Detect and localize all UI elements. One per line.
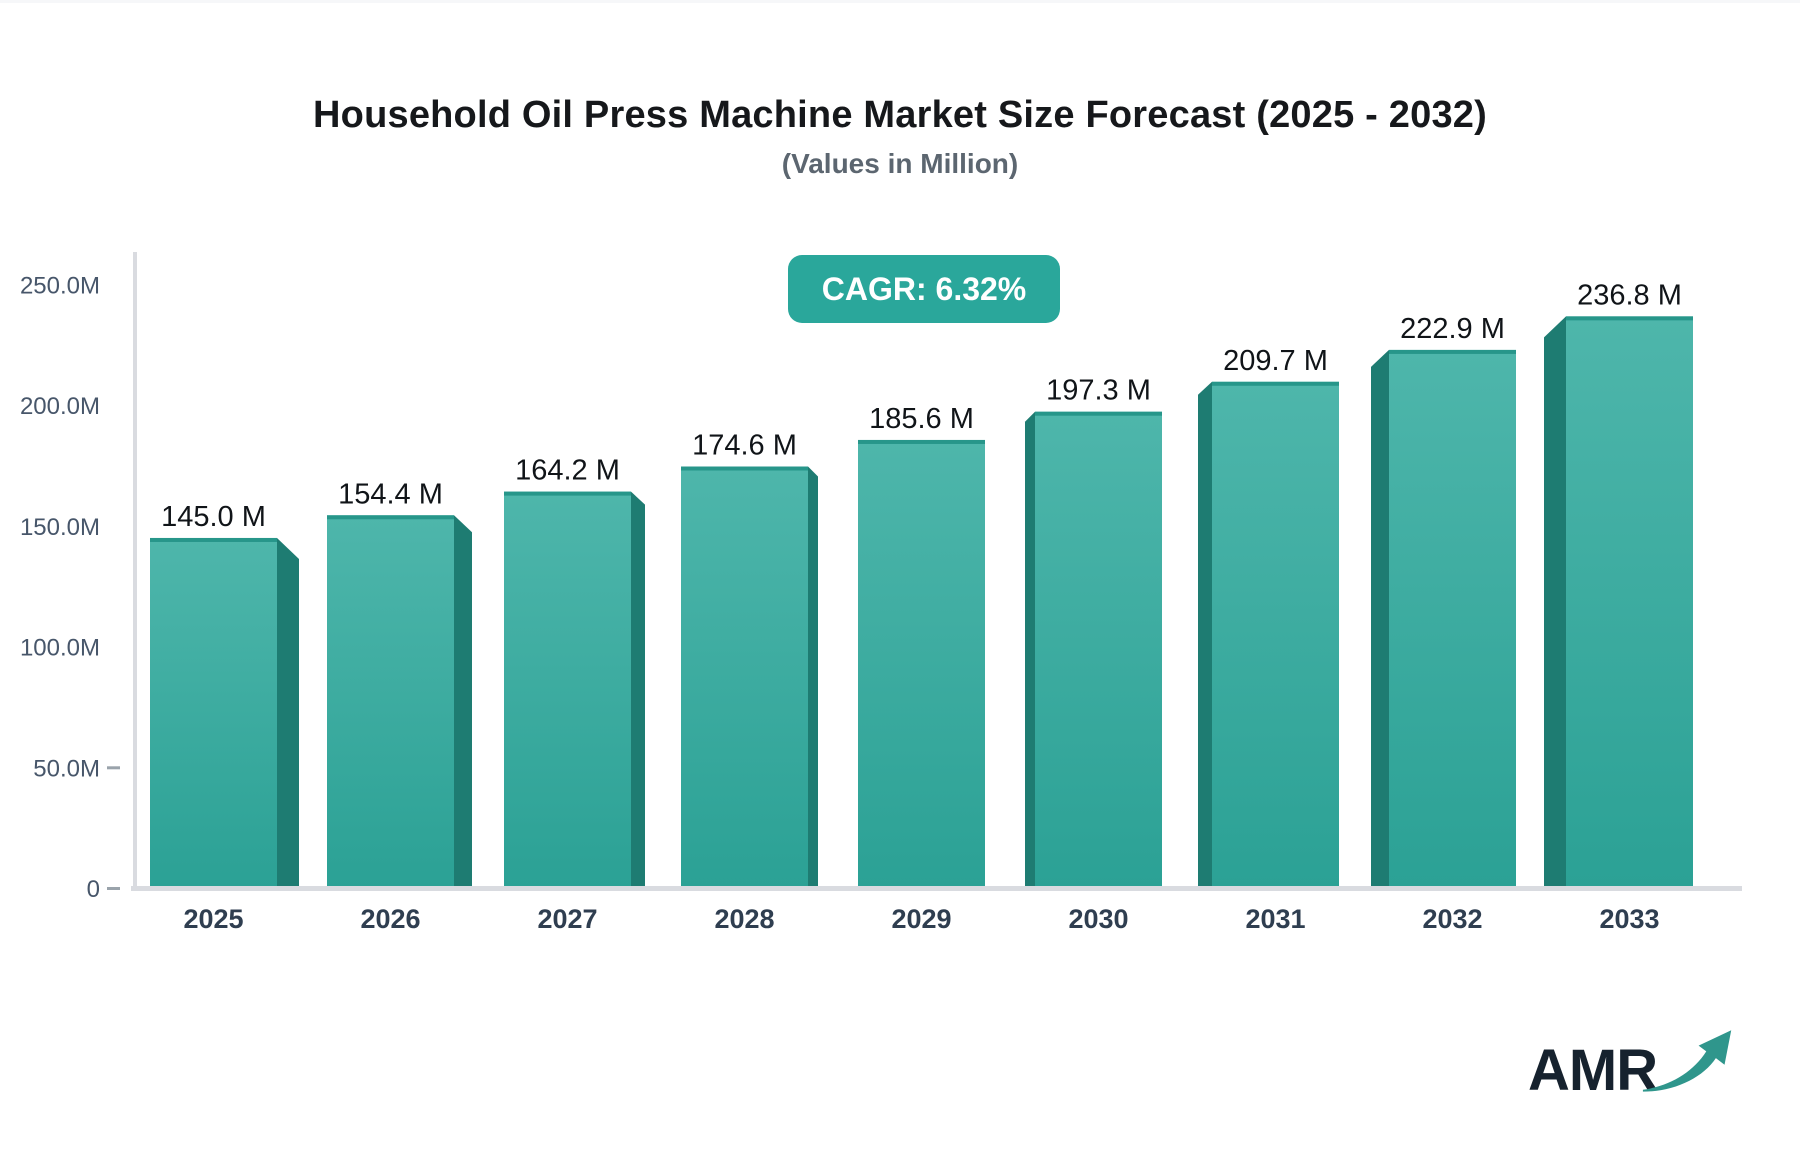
bar-side	[1198, 381, 1212, 888]
y-axis-line	[133, 252, 137, 890]
chart-title: Household Oil Press Machine Market Size …	[313, 94, 1487, 136]
bar-value-label: 236.8 M	[1577, 279, 1682, 311]
bar-top-edge	[1566, 316, 1693, 321]
bar-face	[1035, 411, 1162, 888]
bar-face	[504, 491, 631, 888]
x-category-label: 2030	[1068, 904, 1128, 934]
x-category-label: 2026	[360, 904, 420, 934]
bar-top-edge	[681, 466, 808, 471]
bar-side	[454, 515, 472, 888]
bar-side	[808, 466, 818, 888]
cagr-badge: CAGR: 6.32%	[788, 255, 1060, 323]
bar-column	[858, 439, 985, 888]
bar-value-label: 222.9 M	[1400, 313, 1505, 345]
bar-column	[150, 537, 299, 888]
y-tick-label: 100.0M	[20, 635, 100, 662]
x-category-label: 2032	[1422, 904, 1482, 934]
bar-side	[277, 537, 299, 888]
y-tick-label: 50.0M	[33, 755, 100, 782]
y-tick-label: 150.0M	[20, 514, 100, 541]
bar-side	[1371, 349, 1389, 888]
chart-subtitle: (Values in Million)	[781, 148, 1019, 179]
amr-logo: AMR	[1528, 1022, 1737, 1100]
x-axis-line	[131, 886, 1742, 891]
x-category-label: 2028	[714, 904, 774, 934]
bar-face	[858, 439, 985, 888]
bar-side	[1025, 411, 1035, 888]
bar-top-edge	[504, 491, 631, 496]
y-tick-label: 200.0M	[20, 393, 100, 420]
bar-column	[1371, 349, 1516, 888]
bar-column	[1025, 411, 1162, 888]
bar-column	[504, 491, 645, 888]
x-category-label: 2025	[183, 904, 243, 934]
y-tick-label: 0	[87, 876, 100, 903]
x-category-label: 2033	[1599, 904, 1659, 934]
bar-value-label: 185.6 M	[869, 403, 974, 435]
y-tick-label: 250.0M	[20, 273, 100, 300]
axis-layer: 250.0M 200.0M 150.0M 100.0M 50.0M 0	[20, 252, 137, 903]
bar-column	[1544, 316, 1693, 888]
window-edge	[0, 0, 1800, 3]
x-category-label: 2027	[537, 904, 597, 934]
y-tick-mark	[107, 766, 120, 770]
labels-layer: 145.0 M 2025 154.4 M 2026 164.2 M 2027 174.6 M…	[131, 279, 1742, 934]
y-tick-mark	[107, 887, 120, 890]
bar-value-label: 164.2 M	[515, 455, 620, 487]
bar-value-label: 174.6 M	[692, 430, 797, 462]
bar-column	[327, 515, 472, 888]
bar-value-label: 197.3 M	[1046, 375, 1151, 407]
bar-top-edge	[1212, 381, 1339, 386]
bar-value-label: 154.4 M	[338, 478, 443, 510]
bar-face	[1212, 381, 1339, 888]
bar-column	[681, 466, 818, 888]
bar-face	[1389, 349, 1516, 888]
bar-top-edge	[1035, 411, 1162, 416]
trend-up-arrow-icon	[1643, 1030, 1732, 1092]
amr-logo-text: AMR	[1528, 1038, 1658, 1103]
bar-face	[150, 537, 277, 888]
bar-top-edge	[327, 515, 454, 520]
bar-top-edge	[150, 537, 277, 542]
bar-side	[1544, 316, 1566, 888]
bar-side	[631, 491, 645, 888]
bar-column	[1198, 381, 1339, 888]
cagr-badge-label: CAGR: 6.32%	[821, 270, 1027, 307]
bar-top-edge	[858, 439, 985, 444]
bar-value-label: 209.7 M	[1223, 345, 1328, 377]
bar-value-label: 145.0 M	[161, 501, 266, 533]
x-category-label: 2029	[891, 904, 951, 934]
bars-layer	[150, 316, 1693, 888]
x-category-label: 2031	[1245, 904, 1305, 934]
bar-face	[327, 515, 454, 888]
bar-face	[681, 466, 808, 888]
bar-top-edge	[1389, 349, 1516, 354]
bar-face	[1566, 316, 1693, 888]
